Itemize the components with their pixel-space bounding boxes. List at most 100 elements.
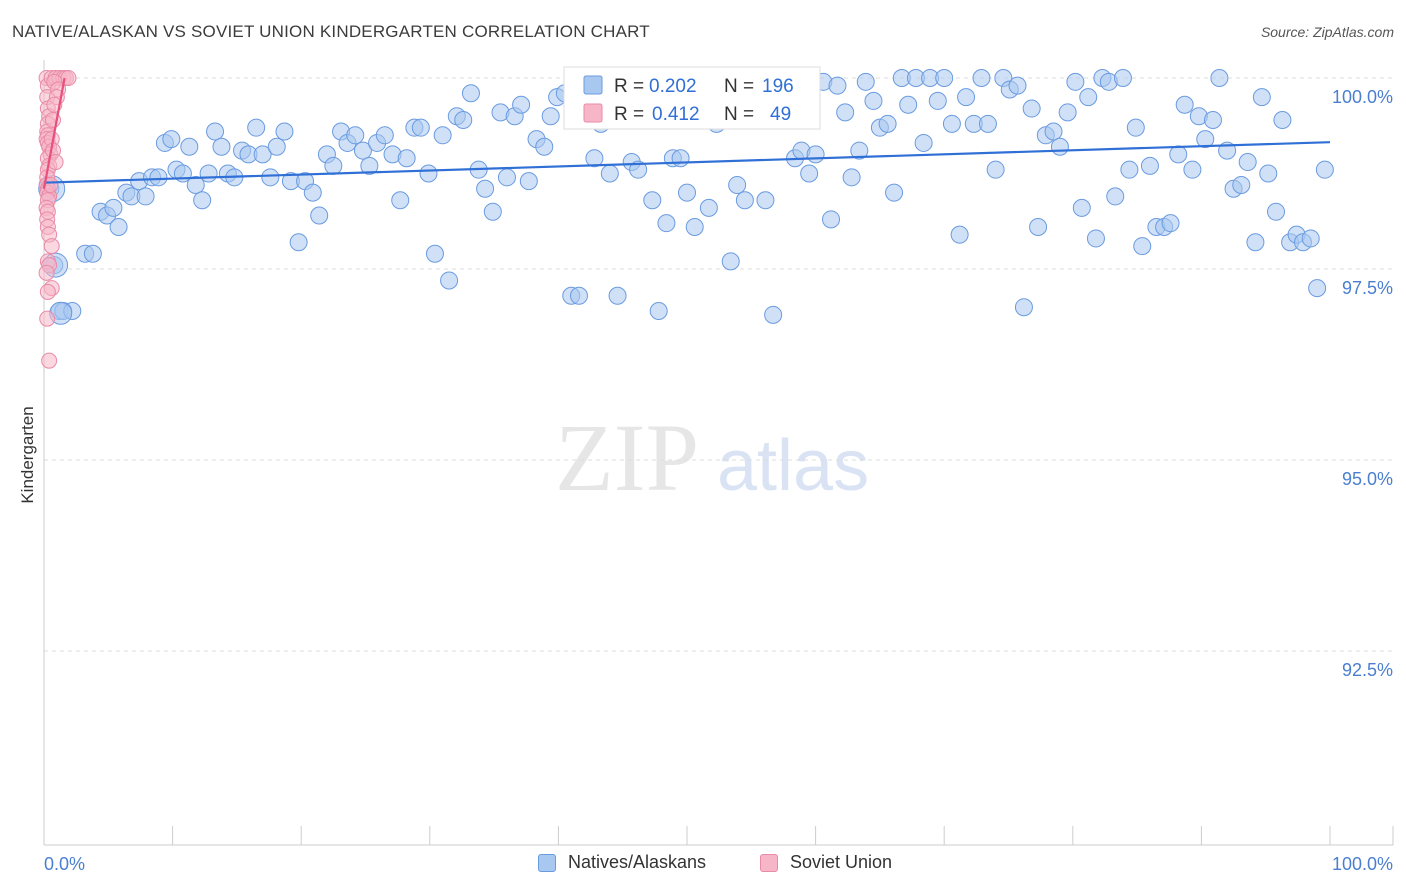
point-natives-32 bbox=[253, 145, 272, 164]
point-natives-23 bbox=[193, 191, 212, 210]
point-natives-143 bbox=[1050, 137, 1069, 156]
point-natives-31 bbox=[247, 118, 266, 137]
y-tick-label-0: 100.0% bbox=[1332, 87, 1393, 107]
point-soviet-26 bbox=[43, 238, 60, 255]
point-natives-46 bbox=[353, 141, 372, 160]
point-natives-45 bbox=[346, 126, 365, 145]
point-natives-122 bbox=[899, 95, 918, 114]
point-natives-97 bbox=[721, 252, 740, 271]
point-natives-162 bbox=[1183, 160, 1202, 179]
point-natives-119 bbox=[878, 114, 897, 133]
point-natives-56 bbox=[425, 244, 444, 263]
point-natives-98 bbox=[728, 175, 747, 194]
point-natives-25 bbox=[206, 122, 225, 141]
point-natives-138 bbox=[1014, 298, 1033, 317]
point-natives-49 bbox=[375, 126, 394, 145]
point-natives-108 bbox=[800, 164, 819, 183]
point-natives-111 bbox=[822, 210, 841, 229]
legend-n-label-1: N = bbox=[724, 76, 754, 97]
point-natives-66 bbox=[497, 168, 516, 187]
bottom-legend: Natives/Alaskans Soviet Union bbox=[0, 852, 1406, 878]
point-natives-81 bbox=[608, 286, 627, 305]
point-natives-21 bbox=[180, 137, 199, 156]
legend-r-value-2: 0.412 bbox=[652, 104, 700, 125]
point-natives-151 bbox=[1106, 187, 1125, 206]
point-natives-24 bbox=[199, 164, 218, 183]
bottom-legend-label-soviet: Soviet Union bbox=[790, 852, 893, 872]
point-soviet-31 bbox=[39, 283, 56, 300]
point-natives-42 bbox=[324, 156, 343, 175]
x-tick-label-max: 100.0% bbox=[1332, 854, 1393, 874]
point-natives-137 bbox=[1008, 76, 1027, 95]
point-natives-132 bbox=[972, 69, 991, 87]
point-natives-37 bbox=[289, 233, 308, 252]
y-axis-label: Kindergarten bbox=[18, 406, 37, 503]
x-tick-label-min: 0.0% bbox=[44, 854, 85, 874]
point-natives-40 bbox=[310, 206, 329, 225]
point-natives-91 bbox=[678, 183, 696, 202]
point-natives-58 bbox=[440, 271, 459, 290]
point-natives-170 bbox=[1238, 153, 1257, 172]
point-natives-109 bbox=[806, 145, 825, 164]
legend-r-value-1: 0.202 bbox=[649, 76, 697, 97]
point-soviet-33 bbox=[41, 352, 58, 369]
point-natives-161 bbox=[1175, 95, 1194, 114]
point-natives-51 bbox=[391, 191, 410, 210]
point-natives-55 bbox=[419, 164, 438, 183]
point-natives-26 bbox=[212, 137, 231, 156]
point-natives-173 bbox=[1259, 164, 1278, 183]
point-natives-174 bbox=[1266, 202, 1285, 221]
point-natives-128 bbox=[942, 114, 961, 133]
watermark-zip: ZIP bbox=[555, 404, 699, 511]
point-natives-72 bbox=[541, 107, 560, 126]
point-natives-140 bbox=[1029, 217, 1048, 236]
point-natives-16 bbox=[149, 168, 168, 187]
watermark-atlas: atlas bbox=[717, 426, 869, 506]
point-natives-129 bbox=[950, 225, 969, 244]
point-natives-22 bbox=[186, 175, 205, 194]
trend-line-soviet bbox=[42, 77, 66, 189]
point-natives-142 bbox=[1044, 122, 1063, 141]
point-natives-86 bbox=[643, 191, 662, 210]
point-natives-71 bbox=[535, 137, 554, 156]
watermark: ZIP atlas bbox=[555, 404, 869, 511]
point-natives-156 bbox=[1140, 156, 1159, 175]
bottom-legend-natives[interactable]: Natives/Alaskans bbox=[538, 852, 706, 873]
point-natives-102 bbox=[756, 191, 775, 210]
point-natives-114 bbox=[842, 168, 861, 187]
point-natives-152 bbox=[1113, 69, 1132, 87]
point-natives-134 bbox=[986, 160, 1005, 179]
legend-swatch-natives bbox=[583, 75, 603, 95]
point-natives-154 bbox=[1126, 118, 1145, 137]
bottom-legend-soviet[interactable]: Soviet Union bbox=[760, 852, 892, 873]
point-natives-160 bbox=[1169, 145, 1188, 164]
legend-n-value-2: 49 bbox=[770, 104, 791, 125]
legend-r-label-1: R = bbox=[614, 76, 644, 97]
point-natives-47 bbox=[360, 156, 379, 175]
stats-legend-box bbox=[563, 66, 821, 130]
point-natives-127 bbox=[935, 69, 954, 87]
x-ticks bbox=[43, 826, 1394, 845]
legend-swatch-soviet bbox=[583, 103, 603, 123]
legend-r-label-2: R = bbox=[614, 104, 644, 125]
point-natives-112 bbox=[828, 76, 847, 95]
point-natives-6 bbox=[83, 244, 102, 263]
point-natives-172 bbox=[1252, 88, 1271, 107]
trend-lines bbox=[42, 77, 1331, 189]
y-tick-label-3: 92.5% bbox=[1342, 660, 1393, 680]
point-natives-14 bbox=[136, 187, 155, 206]
point-natives-115 bbox=[850, 141, 869, 160]
point-natives-35 bbox=[275, 122, 294, 141]
point-natives-144 bbox=[1058, 103, 1077, 122]
point-natives-52 bbox=[397, 149, 416, 168]
point-natives-76 bbox=[569, 286, 588, 305]
point-natives-133 bbox=[978, 114, 997, 133]
point-natives-120 bbox=[885, 183, 904, 202]
point-natives-34 bbox=[267, 137, 286, 156]
point-natives-164 bbox=[1196, 130, 1215, 149]
point-soviet-48 bbox=[42, 176, 59, 193]
point-natives-181 bbox=[1315, 160, 1334, 179]
point-natives-10 bbox=[109, 217, 128, 236]
point-natives-171 bbox=[1246, 233, 1265, 252]
trend-line-natives bbox=[43, 141, 1331, 184]
